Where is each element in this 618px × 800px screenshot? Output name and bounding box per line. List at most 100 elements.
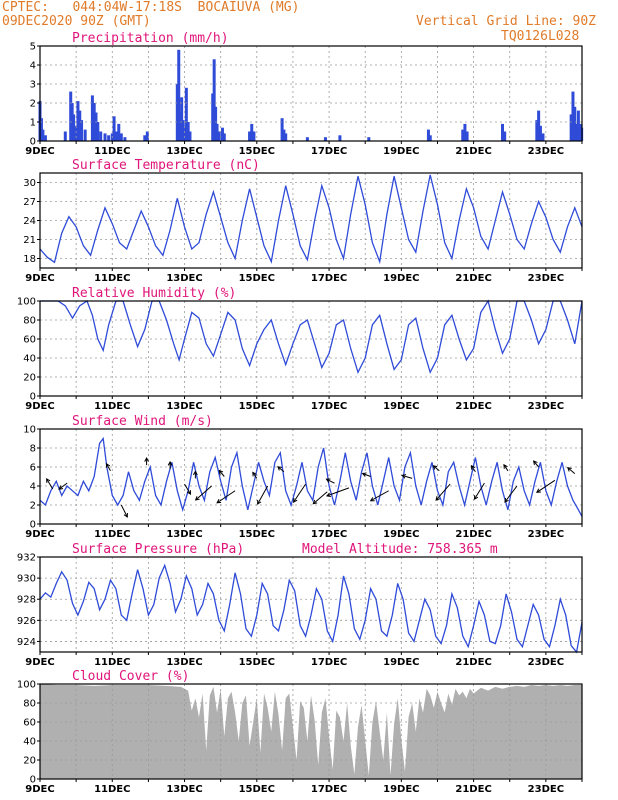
wind-frame [39,428,583,525]
humidity-ytick-3: 60 [23,335,36,346]
precip-bar-40 [215,123,219,141]
pressure-xtick-0: 9DEC [25,657,54,668]
humidity-xtick-4: 17DEC [311,401,347,412]
humidity-grid [40,301,582,396]
precip-bar-53 [367,137,371,141]
wind-arrow-8 [218,470,225,477]
precipitation-ytick-2: 2 [30,99,36,110]
cloud-cover-xtick-4: 17DEC [311,784,347,795]
precip-bar-18 [103,133,107,141]
header-date: 09DEC2020 90Z (GMT) [2,14,151,29]
precip-bar-17 [99,131,103,141]
wind-arrow-0 [46,478,54,490]
humidity-ytick-2: 40 [23,354,36,365]
precip-bar-22 [115,131,119,141]
precip-bar-38 [212,59,216,141]
precip-bar-4 [63,131,67,141]
wind-arrow-head-26 [504,497,509,503]
precip-bar-19 [107,135,111,141]
temperature-xtick-5: 19DEC [383,273,419,284]
wind-arrow-head-19 [369,497,375,502]
wind-arrow-head-24 [473,495,479,501]
wind-arrow-head-8 [218,469,224,475]
pressure-ytick-3: 930 [17,574,36,585]
pressure-ytick-2: 928 [17,595,36,606]
wind-ytick-3: 6 [30,463,36,474]
wind-arrow-head-6 [186,490,192,495]
precip-bar-49 [284,133,288,141]
wind-arrow-2 [106,463,111,472]
wind-xtick-6: 21DEC [455,529,491,540]
precip-bar-66 [571,91,575,141]
wind-arrow-29 [567,467,576,475]
header-model-code: TQ0126L028 [501,29,580,44]
precip-bar-56 [461,129,465,141]
temperature-xtick-6: 21DEC [455,273,491,284]
precipitation-xtick-7: 23DEC [528,146,564,157]
wind-arrow-22 [435,483,451,501]
wind-arrow-head-3 [123,512,128,518]
humidity-xtick-0: 9DEC [25,401,54,412]
pressure-ytick-4: 932 [17,553,36,564]
precip-bar-46 [252,131,256,141]
wind-arrow-12 [257,485,269,505]
wind-xtick-0: 9DEC [25,529,54,540]
humidity-ytick-5: 100 [17,297,36,308]
temperature-xtick-7: 23DEC [528,273,564,284]
wind-arrow-28 [536,479,556,493]
cloud-cover-ytick-3: 60 [23,718,36,729]
temperature-grid [40,173,582,268]
wind-arrow-19 [370,490,389,502]
precip-bar-50 [305,137,309,141]
wind-arrow-head-28 [536,488,541,493]
precipitation-ytick-5: 5 [30,42,36,53]
wind-arrow-14 [293,483,306,503]
precip-bar-57 [463,123,467,141]
precip-bar-68 [575,123,579,141]
wind-arrow-11 [252,472,258,479]
cloud-cover-ytick-5: 100 [17,680,36,691]
temperature-panel: Surface Temperature (nC) 18 21 24 27 30 9DEC 11… [23,158,583,284]
humidity-xtick-5: 19DEC [383,401,419,412]
precipitation-xtick-4: 17DEC [311,146,347,157]
humidity-ytick-4: 80 [23,316,36,327]
precip-bar-36 [188,131,192,141]
cloud-cover-xtick-5: 19DEC [383,784,419,795]
precip-bar-29 [177,49,181,141]
wind-arrow-head-25 [503,463,508,469]
humidity-ytick-0: 0 [30,392,36,403]
wind-arrow-head-29 [566,466,572,472]
wind-arrow-head-10 [216,498,222,504]
precip-bar-55 [428,135,432,141]
cloud-cover-xtick-7: 23DEC [528,784,564,795]
wind-xtick-4: 17DEC [311,529,347,540]
temperature-ytick-0: 18 [23,254,36,265]
precip-bar-23 [117,123,121,141]
wind-arrow-13 [277,466,285,473]
pressure-xtick-1: 11DEC [94,657,130,668]
temperature-xtick-2: 13DEC [166,273,202,284]
precip-bar-10 [78,110,82,141]
pressure-ytick-0: 924 [17,637,36,648]
precip-bar-16 [96,122,100,141]
wind-arrow-head-12 [257,499,262,505]
precip-bar-47 [280,118,284,141]
wind-arrow-head-27 [532,460,538,466]
temperature-title: Surface Temperature (nC) [72,158,260,173]
wind-arrow-head-7 [193,470,198,476]
precip-bar-21 [112,116,116,141]
wind-arrow-head-2 [105,462,111,468]
precipitation-xtick-5: 19DEC [383,146,419,157]
wind-arrow-head-15 [312,499,318,505]
precip-bar-64 [541,133,545,141]
precipitation-xtick-6: 21DEC [455,146,491,157]
cloud-cover-panel: Cloud Cover (%) 0 20 40 60 80 100 9DEC 11DEC 13DE… [17,669,583,795]
pressure-ytick-1: 926 [17,616,36,627]
precipitation-grid [40,46,582,141]
temperature-xtick-4: 17DEC [311,273,347,284]
precip-bar-52 [338,135,342,141]
precip-bar-13 [90,95,94,141]
cloud-cover-title: Cloud Cover (%) [72,669,189,684]
cloud-cover-frame [39,683,583,780]
